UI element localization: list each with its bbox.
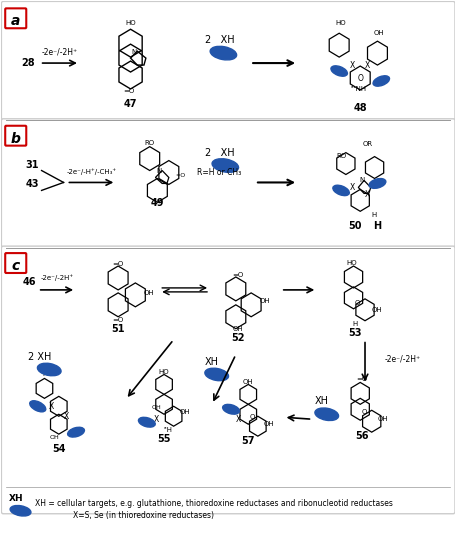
- Text: 2   XH: 2 XH: [205, 35, 234, 45]
- Ellipse shape: [37, 363, 61, 376]
- FancyBboxPatch shape: [1, 246, 455, 514]
- Text: OH: OH: [374, 30, 385, 36]
- Text: O: O: [249, 414, 255, 420]
- Text: H: H: [353, 321, 358, 327]
- Text: c: c: [12, 259, 20, 273]
- Text: OH: OH: [180, 409, 191, 415]
- Text: -2e⁻/-2H⁺: -2e⁻/-2H⁺: [40, 274, 73, 281]
- Text: HO: HO: [336, 20, 346, 27]
- Ellipse shape: [30, 401, 46, 412]
- Text: X: X: [64, 412, 69, 421]
- FancyBboxPatch shape: [5, 8, 26, 28]
- FancyBboxPatch shape: [1, 2, 455, 120]
- Text: OH: OH: [243, 379, 254, 385]
- Text: OH: OH: [264, 421, 274, 427]
- Text: OH: OH: [232, 326, 243, 332]
- Text: RO: RO: [336, 153, 346, 159]
- Text: 49: 49: [151, 199, 164, 208]
- Text: XH = cellular targets, e.g. glutathione, thioredoxine reductases and ribonucleot: XH = cellular targets, e.g. glutathione,…: [35, 499, 393, 509]
- Text: XH: XH: [9, 494, 23, 503]
- Text: HO: HO: [42, 372, 53, 378]
- FancyBboxPatch shape: [5, 253, 26, 273]
- Text: 57: 57: [242, 436, 255, 446]
- Text: X: X: [154, 415, 159, 424]
- Text: 50: 50: [349, 221, 362, 231]
- Text: N: N: [132, 49, 137, 55]
- Text: RO: RO: [145, 140, 155, 146]
- Text: OH: OH: [50, 435, 60, 440]
- Text: 28: 28: [21, 58, 35, 68]
- Text: 53: 53: [349, 328, 362, 338]
- Text: '''NH: '''NH: [350, 86, 366, 92]
- Text: a: a: [11, 14, 20, 28]
- FancyBboxPatch shape: [1, 119, 455, 247]
- Text: 56: 56: [356, 431, 369, 441]
- Text: =O: =O: [112, 316, 124, 323]
- Text: O: O: [357, 74, 363, 83]
- Ellipse shape: [68, 427, 84, 437]
- Text: =O: =O: [123, 88, 134, 94]
- Text: XH: XH: [315, 397, 329, 406]
- Text: HO: HO: [159, 370, 169, 375]
- Text: -2e⁻/-2H⁺: -2e⁻/-2H⁺: [384, 354, 420, 364]
- Text: X: X: [365, 61, 371, 70]
- Text: 48: 48: [354, 103, 367, 113]
- Text: =O: =O: [112, 261, 124, 267]
- Text: OR: OR: [363, 141, 373, 147]
- Text: ''H: ''H: [164, 427, 173, 433]
- Ellipse shape: [210, 47, 237, 60]
- Text: HO: HO: [125, 20, 136, 27]
- Text: -2e⁻/-2H⁺: -2e⁻/-2H⁺: [42, 47, 78, 56]
- Ellipse shape: [223, 404, 239, 414]
- Text: H: H: [374, 221, 382, 231]
- Text: 51: 51: [111, 324, 125, 334]
- Text: X: X: [350, 61, 355, 70]
- Text: OH: OH: [144, 290, 154, 296]
- Text: HO: HO: [346, 260, 357, 266]
- Ellipse shape: [373, 76, 390, 86]
- Text: X=S, Se (in thioredoxine reductases): X=S, Se (in thioredoxine reductases): [73, 511, 214, 520]
- Text: OH: OH: [152, 405, 161, 410]
- Ellipse shape: [333, 185, 349, 196]
- Text: N: N: [156, 168, 162, 174]
- Text: OH: OH: [371, 307, 382, 313]
- Text: XH: XH: [205, 357, 219, 366]
- Text: b: b: [11, 131, 21, 146]
- Text: =O: =O: [232, 272, 243, 278]
- Text: X: X: [48, 403, 54, 411]
- Text: OH: OH: [259, 298, 270, 304]
- Text: 46: 46: [22, 277, 36, 287]
- Ellipse shape: [10, 505, 31, 516]
- Ellipse shape: [369, 179, 386, 188]
- Text: 31: 31: [25, 160, 39, 169]
- Text: =O: =O: [175, 174, 185, 179]
- Text: X: X: [350, 183, 355, 193]
- Text: 52: 52: [231, 333, 245, 342]
- Text: =O: =O: [356, 377, 368, 382]
- Text: O: O: [355, 300, 360, 306]
- Text: OH: OH: [378, 416, 389, 422]
- Text: 54: 54: [52, 444, 65, 454]
- Ellipse shape: [138, 417, 155, 427]
- Text: X: X: [236, 415, 241, 424]
- Text: R=H or CH₃: R=H or CH₃: [198, 168, 242, 177]
- Text: X: X: [365, 190, 371, 200]
- Ellipse shape: [212, 159, 238, 173]
- Ellipse shape: [315, 408, 338, 420]
- Text: 2   XH: 2 XH: [205, 148, 234, 157]
- Text: O: O: [361, 409, 367, 415]
- Ellipse shape: [205, 368, 228, 381]
- Text: H: H: [371, 212, 376, 218]
- Text: 55: 55: [157, 434, 171, 444]
- Text: 43: 43: [25, 180, 39, 189]
- Text: 2 XH: 2 XH: [28, 352, 51, 361]
- FancyBboxPatch shape: [5, 126, 26, 146]
- Text: 47: 47: [124, 99, 137, 109]
- Text: N: N: [359, 177, 365, 183]
- Ellipse shape: [331, 66, 347, 76]
- Text: -2e⁻/-H⁺/-CH₃⁺: -2e⁻/-H⁺/-CH₃⁺: [66, 169, 117, 175]
